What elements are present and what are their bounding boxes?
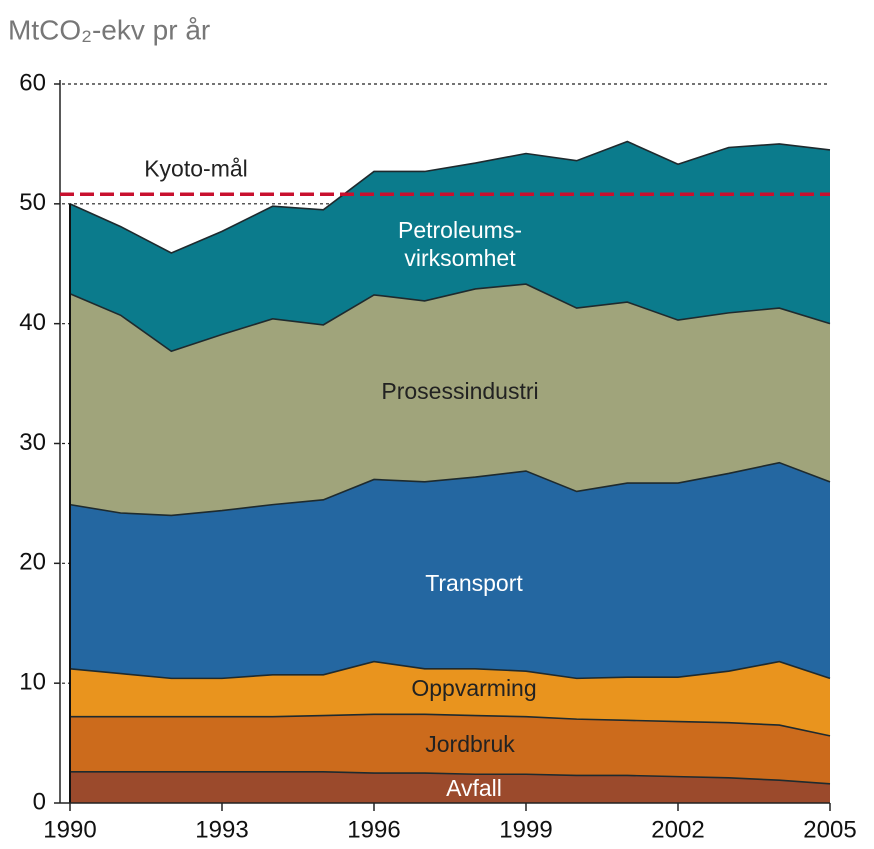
series-label: Transport (425, 570, 523, 596)
x-tick-label: 1996 (347, 816, 400, 843)
series-label: Jordbruk (425, 731, 515, 757)
y-tick-label: 50 (19, 189, 46, 216)
series-label: Petroleums-virksomhet (398, 217, 522, 271)
y-tick-label: 0 (33, 788, 46, 815)
y-tick-label: 60 (19, 69, 46, 96)
kyoto-label: Kyoto-mål (144, 155, 248, 181)
area-edge (69, 660, 831, 680)
area (70, 284, 830, 516)
area (70, 714, 830, 784)
y-tick-label: 30 (19, 429, 46, 456)
series-label: Prosessindustri (381, 378, 538, 404)
y-tick-label: 20 (19, 549, 46, 576)
area (70, 771, 830, 803)
series-label-line: virksomhet (404, 245, 516, 271)
x-tick-label: 2002 (651, 816, 704, 843)
area-edge (70, 713, 831, 737)
area-edge (69, 461, 831, 517)
y-tick-label: 10 (19, 669, 46, 696)
chart-title: MtCO₂-ekv pr år (8, 14, 210, 45)
area-edge (70, 771, 831, 785)
series-label: Oppvarming (411, 675, 536, 701)
x-tick-label: 1993 (195, 816, 248, 843)
series-label-line: Petroleums- (398, 217, 522, 243)
area-edge (69, 283, 831, 353)
y-tick-label: 40 (19, 309, 46, 336)
x-tick-label: 2005 (803, 816, 856, 843)
x-tick-label: 1999 (499, 816, 552, 843)
series-label: Avfall (446, 775, 502, 801)
area (70, 462, 830, 679)
x-tick-label: 1990 (43, 816, 96, 843)
area (70, 661, 830, 736)
area-edge (69, 140, 831, 254)
